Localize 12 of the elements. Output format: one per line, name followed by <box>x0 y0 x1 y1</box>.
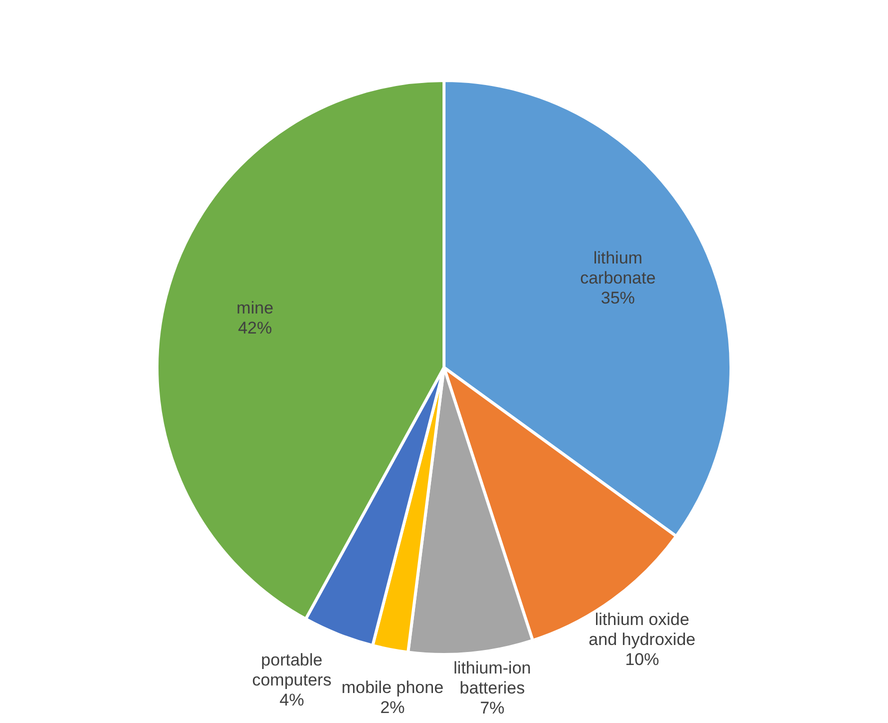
slice-label: lithium-ion batteries <box>454 658 531 698</box>
slice-label: mine <box>236 298 274 318</box>
data-label: 10% <box>625 650 660 669</box>
slice-label: portable computers <box>252 650 332 690</box>
data-label: 42% <box>238 318 272 338</box>
data-label: 2% <box>380 698 405 718</box>
slice-label: lithium oxide and hydroxide <box>588 610 696 649</box>
data-label: 4% <box>279 690 304 710</box>
data-label: 7% <box>480 698 505 718</box>
slice-label: mobile phone <box>341 678 444 698</box>
data-label: 35% <box>600 288 635 308</box>
slice-label: lithium carbonate <box>580 248 656 288</box>
